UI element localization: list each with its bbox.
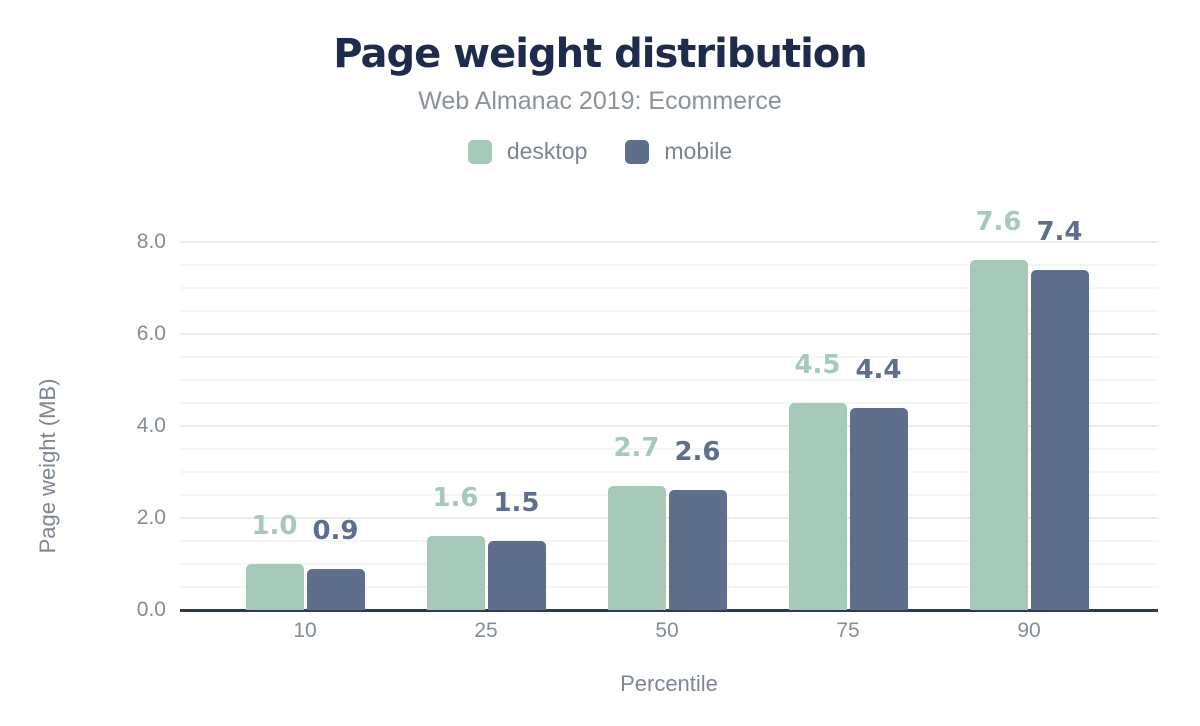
- value-label-mobile-50: 2.6: [674, 437, 721, 468]
- bar-mobile-50[interactable]: [668, 490, 727, 610]
- bar-desktop-25[interactable]: [426, 536, 485, 610]
- y-tick-label-6.0: 6.0: [136, 322, 166, 345]
- gridline-minor: [180, 356, 1158, 358]
- chart-title: Page weight distribution: [333, 31, 867, 77]
- value-label-mobile-25: 1.5: [493, 488, 540, 518]
- value-label-mobile-75: 4.4: [855, 354, 902, 385]
- y-axis-title: Page weight (MB): [35, 378, 60, 554]
- y-tick-label-8.0: 8.0: [136, 230, 166, 253]
- gridline-minor: [180, 448, 1158, 450]
- y-tick-label-2.0: 2.0: [136, 506, 166, 529]
- bar-mobile-75[interactable]: [849, 407, 908, 610]
- value-label-desktop-10: 1.0: [251, 511, 298, 541]
- bar-desktop-75[interactable]: [788, 403, 847, 610]
- y-tick-label-4.0: 4.0: [136, 414, 166, 437]
- value-label-desktop-90: 7.6: [975, 207, 1022, 238]
- y-tick-label-0.0: 0.0: [136, 598, 166, 621]
- gridline-minor: [180, 287, 1158, 289]
- legend-swatch-mobile: [625, 139, 650, 164]
- gridline-minor: [180, 402, 1158, 404]
- legend-item-desktop: desktop: [467, 138, 588, 165]
- x-tick-25: 25: [474, 619, 498, 642]
- legend: desktop mobile: [0, 138, 1200, 165]
- chart-subtitle: Web Almanac 2019: Ecommerce: [418, 87, 782, 115]
- gridline-minor: [180, 379, 1158, 381]
- x-tick-10: 10: [293, 619, 317, 642]
- bar-mobile-90[interactable]: [1030, 269, 1089, 610]
- value-label-desktop-75: 4.5: [794, 350, 841, 380]
- value-label-desktop-50: 2.7: [613, 432, 660, 463]
- bar-desktop-50[interactable]: [607, 485, 666, 610]
- gridline-major: [180, 425, 1158, 427]
- value-label-desktop-25: 1.6: [432, 483, 479, 514]
- bar-desktop-10[interactable]: [245, 564, 304, 610]
- x-tick-75: 75: [836, 619, 860, 642]
- legend-item-mobile: mobile: [625, 138, 732, 165]
- legend-swatch-desktop: [467, 139, 492, 164]
- x-axis-title: Percentile: [620, 671, 718, 696]
- x-tick-90: 90: [1017, 619, 1041, 642]
- value-label-mobile-10: 0.9: [312, 515, 359, 546]
- gridline-major: [180, 333, 1158, 335]
- x-axis-line: [180, 609, 1158, 612]
- bar-desktop-90[interactable]: [969, 260, 1028, 610]
- legend-label-desktop: desktop: [506, 138, 588, 164]
- gridline-minor: [180, 310, 1158, 312]
- legend-label-mobile: mobile: [664, 138, 733, 164]
- value-label-mobile-90: 7.4: [1036, 216, 1083, 247]
- bar-mobile-25[interactable]: [487, 541, 546, 610]
- gridline-minor: [180, 264, 1158, 266]
- gridline-major: [180, 241, 1158, 243]
- gridline-minor: [180, 471, 1158, 473]
- bar-mobile-10[interactable]: [306, 568, 365, 610]
- x-tick-50: 50: [655, 619, 679, 642]
